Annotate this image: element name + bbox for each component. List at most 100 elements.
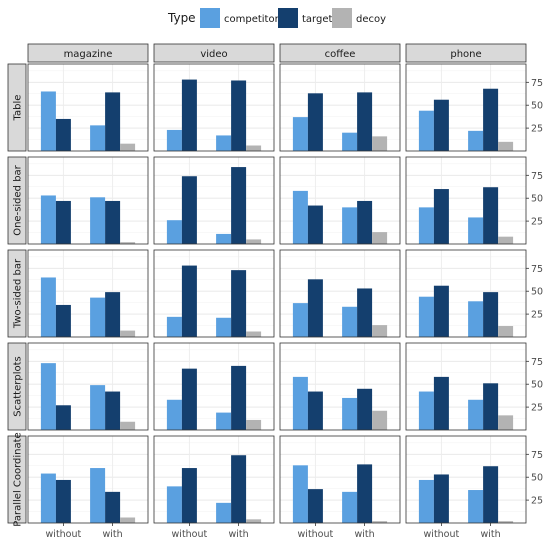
bar-competitor-without [40, 195, 56, 244]
bar-competitor-with [90, 297, 106, 337]
x-tick-label: without [46, 529, 82, 540]
bar-competitor-without [292, 465, 308, 523]
panel-one-sided-bar-video [153, 156, 275, 245]
panel-scatterplots-coffee [279, 342, 401, 431]
legend-item-target: target [278, 8, 332, 28]
bar-target-without [307, 205, 323, 244]
x-tick-label: without [172, 529, 208, 540]
column-strip-label: coffee [325, 49, 356, 60]
bar-decoy-with [246, 145, 262, 151]
bar-target-with [483, 292, 499, 337]
legend-item-competitor: competitor [200, 8, 280, 28]
panel-scatterplots-phone [405, 342, 527, 431]
bar-target-with [105, 200, 121, 244]
y-tick-label: 50 [531, 194, 543, 205]
bar-competitor-without [166, 129, 182, 151]
bar-competitor-without [418, 296, 434, 337]
bar-competitor-without [292, 190, 308, 244]
legend-label-competitor: competitor [224, 14, 280, 25]
row-strip-parallel-coordinate: Parallel Coordinate [7, 432, 27, 527]
bar-competitor-with [216, 317, 232, 337]
bar-competitor-without [166, 220, 182, 244]
bar-target-with [231, 270, 247, 337]
bar-target-without [181, 468, 197, 523]
legend-swatch-competitor [200, 8, 220, 28]
bar-target-without [55, 118, 71, 151]
bar-competitor-with [216, 502, 232, 523]
row-strip-scatterplots: Scatterplots [7, 342, 27, 431]
bar-decoy-with [372, 325, 388, 337]
legend: Type competitor target decoy [167, 8, 386, 28]
bar-competitor-without [418, 207, 434, 244]
column-strip-label: video [200, 49, 227, 60]
bar-competitor-without [292, 376, 308, 430]
panel-table-phone [405, 63, 527, 152]
bar-target-with [357, 464, 373, 523]
bar-decoy-with [372, 232, 388, 244]
bar-competitor-with [342, 397, 358, 430]
bar-decoy-with [246, 239, 262, 244]
y-tick-label: 50 [531, 101, 543, 112]
legend-swatch-target [278, 8, 298, 28]
bar-target-with [357, 92, 373, 151]
bar-competitor-without [418, 110, 434, 151]
column-strip-magazine: magazine [27, 43, 149, 63]
bar-target-without [433, 376, 449, 430]
bar-competitor-without [40, 363, 56, 430]
y-tick-label: 75 [531, 78, 543, 89]
bar-competitor-without [166, 399, 182, 430]
panel-scatterplots-video [153, 342, 275, 431]
bar-decoy-with [120, 330, 136, 337]
bar-target-with [231, 455, 247, 523]
row-strip-label: One-sided bar [13, 164, 24, 235]
bar-target-with [105, 292, 121, 337]
panel-table-video [153, 63, 275, 152]
bar-decoy-with [120, 517, 136, 523]
bar-competitor-with [90, 197, 106, 244]
column-strip-label: magazine [64, 49, 113, 60]
panel-parallel-coordinate-video [153, 435, 275, 524]
panel-two-sided-bar-coffee [279, 249, 401, 338]
bar-competitor-with [468, 301, 484, 337]
bar-target-with [483, 187, 499, 244]
bar-target-with [231, 80, 247, 151]
bar-target-without [181, 368, 197, 430]
bar-target-without [307, 391, 323, 430]
panel-parallel-coordinate-magazine [27, 435, 149, 524]
x-tick-label: without [298, 529, 334, 540]
legend-swatch-decoy [332, 8, 352, 28]
bar-target-without [307, 489, 323, 523]
column-strip-coffee: coffee [279, 43, 401, 63]
bar-competitor-with [90, 125, 106, 151]
y-tick-label: 50 [531, 287, 543, 298]
bar-decoy-with [246, 331, 262, 337]
panel-parallel-coordinate-phone [405, 435, 527, 524]
row-strip-table: Table [7, 63, 27, 152]
panel-two-sided-bar-phone [405, 249, 527, 338]
bar-competitor-without [418, 479, 434, 523]
bar-decoy-with [372, 410, 388, 430]
panel-scatterplots-magazine [27, 342, 149, 431]
bar-target-with [231, 365, 247, 430]
bar-target-with [231, 167, 247, 244]
bar-decoy-with [498, 521, 514, 523]
bar-competitor-without [40, 91, 56, 151]
y-tick-label: 25 [531, 217, 543, 228]
y-tick-label: 25 [531, 403, 543, 414]
row-strip-two-sided-bar: Two-sided bar [7, 249, 27, 338]
bar-competitor-without [418, 391, 434, 430]
panel-one-sided-bar-magazine [27, 156, 149, 245]
bar-target-with [483, 88, 499, 151]
bar-target-without [181, 176, 197, 244]
bar-target-without [55, 405, 71, 430]
y-tick-label: 25 [531, 496, 543, 507]
bar-decoy-with [120, 421, 136, 430]
y-tick-label: 50 [531, 380, 543, 391]
panel-table-magazine [27, 63, 149, 152]
bar-competitor-without [40, 473, 56, 523]
bar-target-without [55, 479, 71, 523]
y-tick-label: 75 [531, 450, 543, 461]
bar-competitor-with [342, 132, 358, 151]
row-strip-label: Table [13, 95, 24, 122]
column-strip-video: video [153, 43, 275, 63]
